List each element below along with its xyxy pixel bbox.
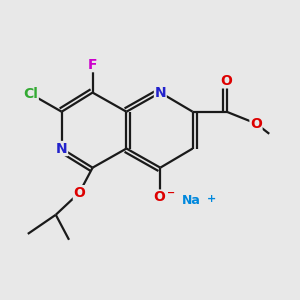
Text: Cl: Cl (23, 87, 38, 101)
Text: O: O (220, 74, 232, 88)
Text: O: O (250, 116, 262, 130)
Text: N: N (154, 85, 166, 100)
Text: F: F (88, 58, 97, 72)
Text: N: N (56, 142, 68, 155)
Text: −: − (167, 188, 175, 198)
Text: Na: Na (182, 194, 201, 207)
Text: O: O (74, 186, 85, 200)
Text: O: O (153, 190, 165, 204)
Text: +: + (207, 194, 217, 204)
